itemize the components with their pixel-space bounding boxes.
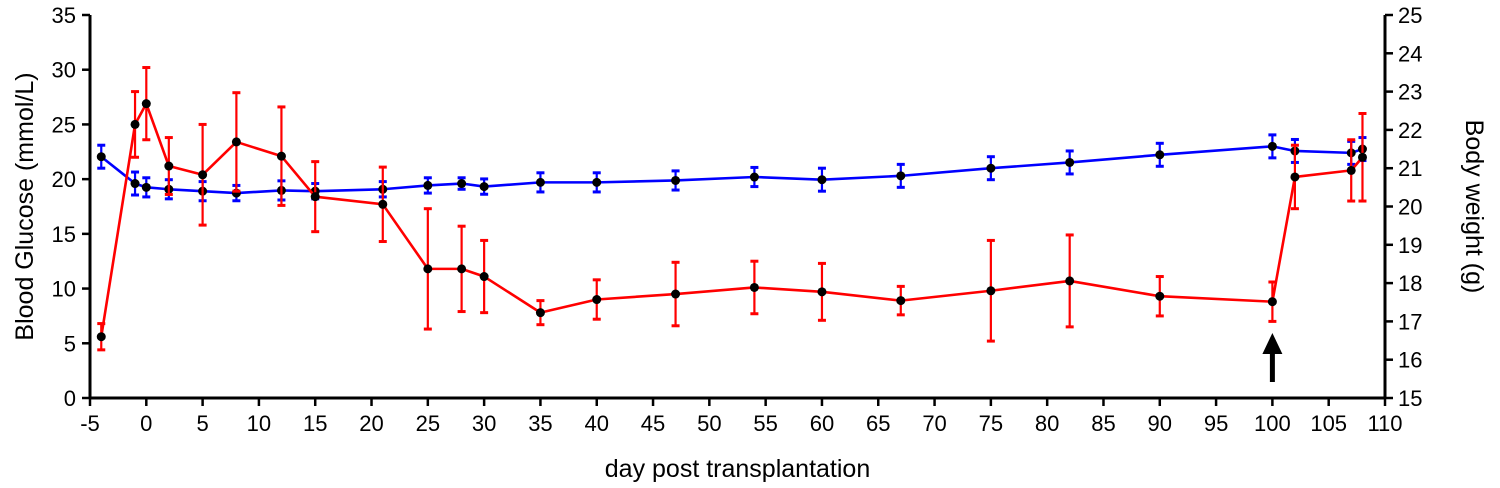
data-point: [749, 282, 759, 292]
data-point: [276, 151, 286, 161]
y2-tick-label: 24: [1398, 41, 1422, 66]
data-point: [1346, 165, 1356, 175]
data-point: [896, 171, 906, 181]
y2-tick-label: 20: [1398, 195, 1422, 220]
data-point: [1290, 172, 1300, 182]
series-line: [100, 145, 1363, 195]
data-point: [986, 286, 996, 296]
x-tick-label: 100: [1254, 411, 1291, 436]
x-tick-label: 110: [1367, 411, 1402, 436]
y2-tick-label: 16: [1398, 348, 1422, 373]
data-point: [535, 308, 545, 318]
data-point: [423, 264, 433, 274]
x-tick-label: 35: [528, 411, 552, 436]
data-point: [130, 119, 140, 129]
data-point: [1065, 157, 1075, 167]
x-tick-label: -5: [80, 411, 100, 436]
x-tick-label: 50: [697, 411, 721, 436]
x-tick-label: 5: [196, 411, 208, 436]
y2-tick-label: 17: [1398, 309, 1422, 334]
x-tick-label: 95: [1204, 411, 1228, 436]
data-point: [592, 177, 602, 187]
y2-tick-label: 21: [1398, 156, 1422, 181]
x-axis-title: day post transplantation: [605, 455, 870, 483]
data-point: [535, 177, 545, 187]
y-tick-label: 10: [52, 277, 76, 302]
y2-tick-label: 15: [1398, 386, 1422, 411]
data-point: [378, 199, 388, 209]
data-point: [231, 137, 241, 147]
x-tick-label: 0: [140, 411, 152, 436]
x-tick-label: 30: [472, 411, 496, 436]
data-point: [1155, 150, 1165, 160]
blood-glucose-series: [96, 66, 1367, 352]
plot-area: [96, 66, 1367, 382]
y2-tick-label: 23: [1398, 80, 1422, 105]
data-point: [130, 179, 140, 189]
y2-tick-label: 22: [1398, 118, 1422, 143]
y-axis-title: Blood Glucose (mmol/L): [11, 72, 39, 340]
data-point: [198, 170, 208, 180]
data-point: [986, 163, 996, 173]
x-tick-label: 90: [1148, 411, 1172, 436]
data-point: [592, 295, 602, 305]
x-tick-label: 40: [584, 411, 608, 436]
annotation-arrow: [1262, 333, 1283, 382]
data-point: [671, 175, 681, 185]
y2-tick-label: 19: [1398, 233, 1422, 258]
y-tick-label: 15: [52, 222, 76, 247]
arrow-head: [1262, 333, 1283, 354]
x-tick-label: 70: [922, 411, 946, 436]
body-weight-series: [96, 133, 1367, 203]
y-tick-label: 30: [52, 58, 76, 83]
data-point: [479, 182, 489, 192]
data-point: [896, 296, 906, 306]
y-tick-label: 20: [52, 167, 76, 192]
data-point: [141, 99, 151, 109]
x-tick-label: 15: [303, 411, 327, 436]
x-tick-label: 75: [979, 411, 1003, 436]
data-point: [749, 172, 759, 182]
x-tick-label: 20: [359, 411, 383, 436]
data-point: [479, 272, 489, 282]
series-line: [99, 102, 1364, 337]
y2-tick-label: 25: [1398, 3, 1422, 28]
data-point: [96, 152, 106, 162]
data-point: [164, 161, 174, 171]
x-tick-label: 45: [641, 411, 665, 436]
x-tick-label: 55: [753, 411, 777, 436]
x-tick-label: 85: [1091, 411, 1115, 436]
data-point: [1155, 291, 1165, 301]
data-point: [1267, 297, 1277, 307]
data-point: [457, 264, 467, 274]
x-tick-label: 105: [1310, 411, 1347, 436]
data-point: [1357, 152, 1367, 162]
y2-axis-title: Body weight (g): [1460, 120, 1488, 294]
data-point: [96, 332, 106, 342]
y-tick-label: 5: [64, 331, 76, 356]
x-tick-label: 10: [247, 411, 271, 436]
y-tick-label: 35: [52, 3, 76, 28]
x-tick-label: 80: [1035, 411, 1059, 436]
data-point: [457, 179, 467, 189]
y-tick-label: 0: [64, 386, 76, 411]
data-point: [1267, 141, 1277, 151]
data-point: [817, 175, 827, 185]
data-point: [141, 182, 151, 192]
y2-tick-label: 18: [1398, 271, 1422, 296]
x-tick-label: 60: [810, 411, 834, 436]
data-point: [1065, 276, 1075, 286]
data-point: [423, 180, 433, 190]
data-point: [671, 289, 681, 299]
x-tick-label: 25: [416, 411, 440, 436]
x-tick-label: 65: [866, 411, 890, 436]
y-tick-label: 25: [52, 112, 76, 137]
data-point: [310, 192, 320, 202]
data-point: [817, 287, 827, 297]
axes: -5 0 5 10 15 20 25 30 35 40 45 50 55 60 65 70 75 80 85 90 95…: [52, 3, 1423, 436]
